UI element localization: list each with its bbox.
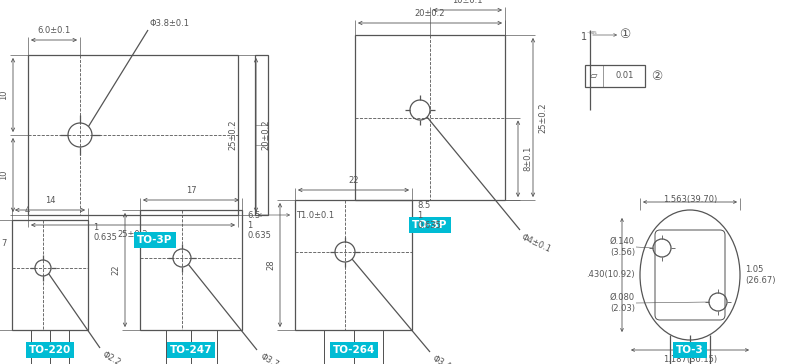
Text: ①: ①: [619, 28, 630, 41]
Text: 1: 1: [581, 32, 587, 42]
Text: Φ3.4: Φ3.4: [431, 354, 453, 364]
Text: 8±0.1: 8±0.1: [523, 146, 532, 171]
Bar: [28, 55, 238, 215]
Text: TO-3P: TO-3P: [413, 220, 447, 230]
Text: 10±0.1: 10±0.1: [452, 0, 483, 5]
Text: 25±0.2: 25±0.2: [538, 102, 547, 133]
Text: 1.563(39.70): 1.563(39.70): [663, 195, 717, 204]
Text: 10: 10: [0, 170, 8, 180]
Text: 20±0.2: 20±0.2: [415, 9, 445, 18]
Text: 4: 4: [25, 206, 30, 215]
Text: 0.635: 0.635: [93, 233, 117, 242]
Bar: [585, 65, 645, 87]
Text: .430(10.92): .430(10.92): [586, 270, 635, 280]
Text: 14: 14: [45, 196, 55, 205]
Bar: [140, 210, 242, 330]
Text: 6.5: 6.5: [247, 211, 261, 221]
Text: 0.01: 0.01: [616, 71, 634, 80]
Text: 7: 7: [2, 240, 7, 249]
Text: 22: 22: [348, 176, 359, 185]
Text: TO-247: TO-247: [169, 345, 212, 355]
Bar: [295, 200, 412, 330]
Text: 1: 1: [247, 222, 252, 230]
Text: 17: 17: [185, 186, 196, 195]
Bar: [255, 55, 268, 215]
Text: 22: 22: [111, 265, 120, 275]
Text: Φ3.7: Φ3.7: [258, 352, 280, 364]
Text: 0.635: 0.635: [247, 232, 271, 241]
Text: 25±0.2: 25±0.2: [229, 120, 238, 150]
Text: 28: 28: [266, 260, 275, 270]
Text: 10: 10: [0, 90, 8, 100]
Text: Φ2.2: Φ2.2: [101, 350, 123, 364]
Text: 1.187(30.15): 1.187(30.15): [663, 355, 717, 364]
Text: 6.0±0.1: 6.0±0.1: [37, 26, 70, 35]
Text: Ø.080
(2.03): Ø.080 (2.03): [610, 293, 635, 313]
Text: TO-3: TO-3: [676, 345, 704, 355]
Bar: [12, 220, 88, 330]
Text: 1: 1: [417, 211, 422, 221]
Text: 25±0.2: 25±0.2: [118, 230, 148, 239]
Text: Ø.140
(3.56): Ø.140 (3.56): [610, 237, 635, 257]
Text: ▱: ▱: [590, 71, 598, 81]
Text: ⁻⁰⁰⁵: ⁻⁰⁰⁵: [587, 32, 598, 37]
Text: 1.05
(26.67): 1.05 (26.67): [745, 265, 775, 285]
Text: 8.5: 8.5: [417, 202, 430, 210]
Text: TO-220: TO-220: [29, 345, 71, 355]
Text: TO-3P: TO-3P: [137, 235, 173, 245]
Text: 0.635: 0.635: [417, 222, 441, 230]
Text: Φ3.8±0.1: Φ3.8±0.1: [150, 19, 190, 28]
Text: Φ4±0.1: Φ4±0.1: [520, 233, 553, 255]
Text: TO-264: TO-264: [333, 345, 375, 355]
Text: 20±0.2: 20±0.2: [261, 120, 270, 150]
Text: 1: 1: [93, 223, 98, 233]
Text: T1.0±0.1: T1.0±0.1: [296, 210, 334, 219]
Text: ②: ②: [651, 70, 663, 83]
Bar: [355, 35, 505, 200]
